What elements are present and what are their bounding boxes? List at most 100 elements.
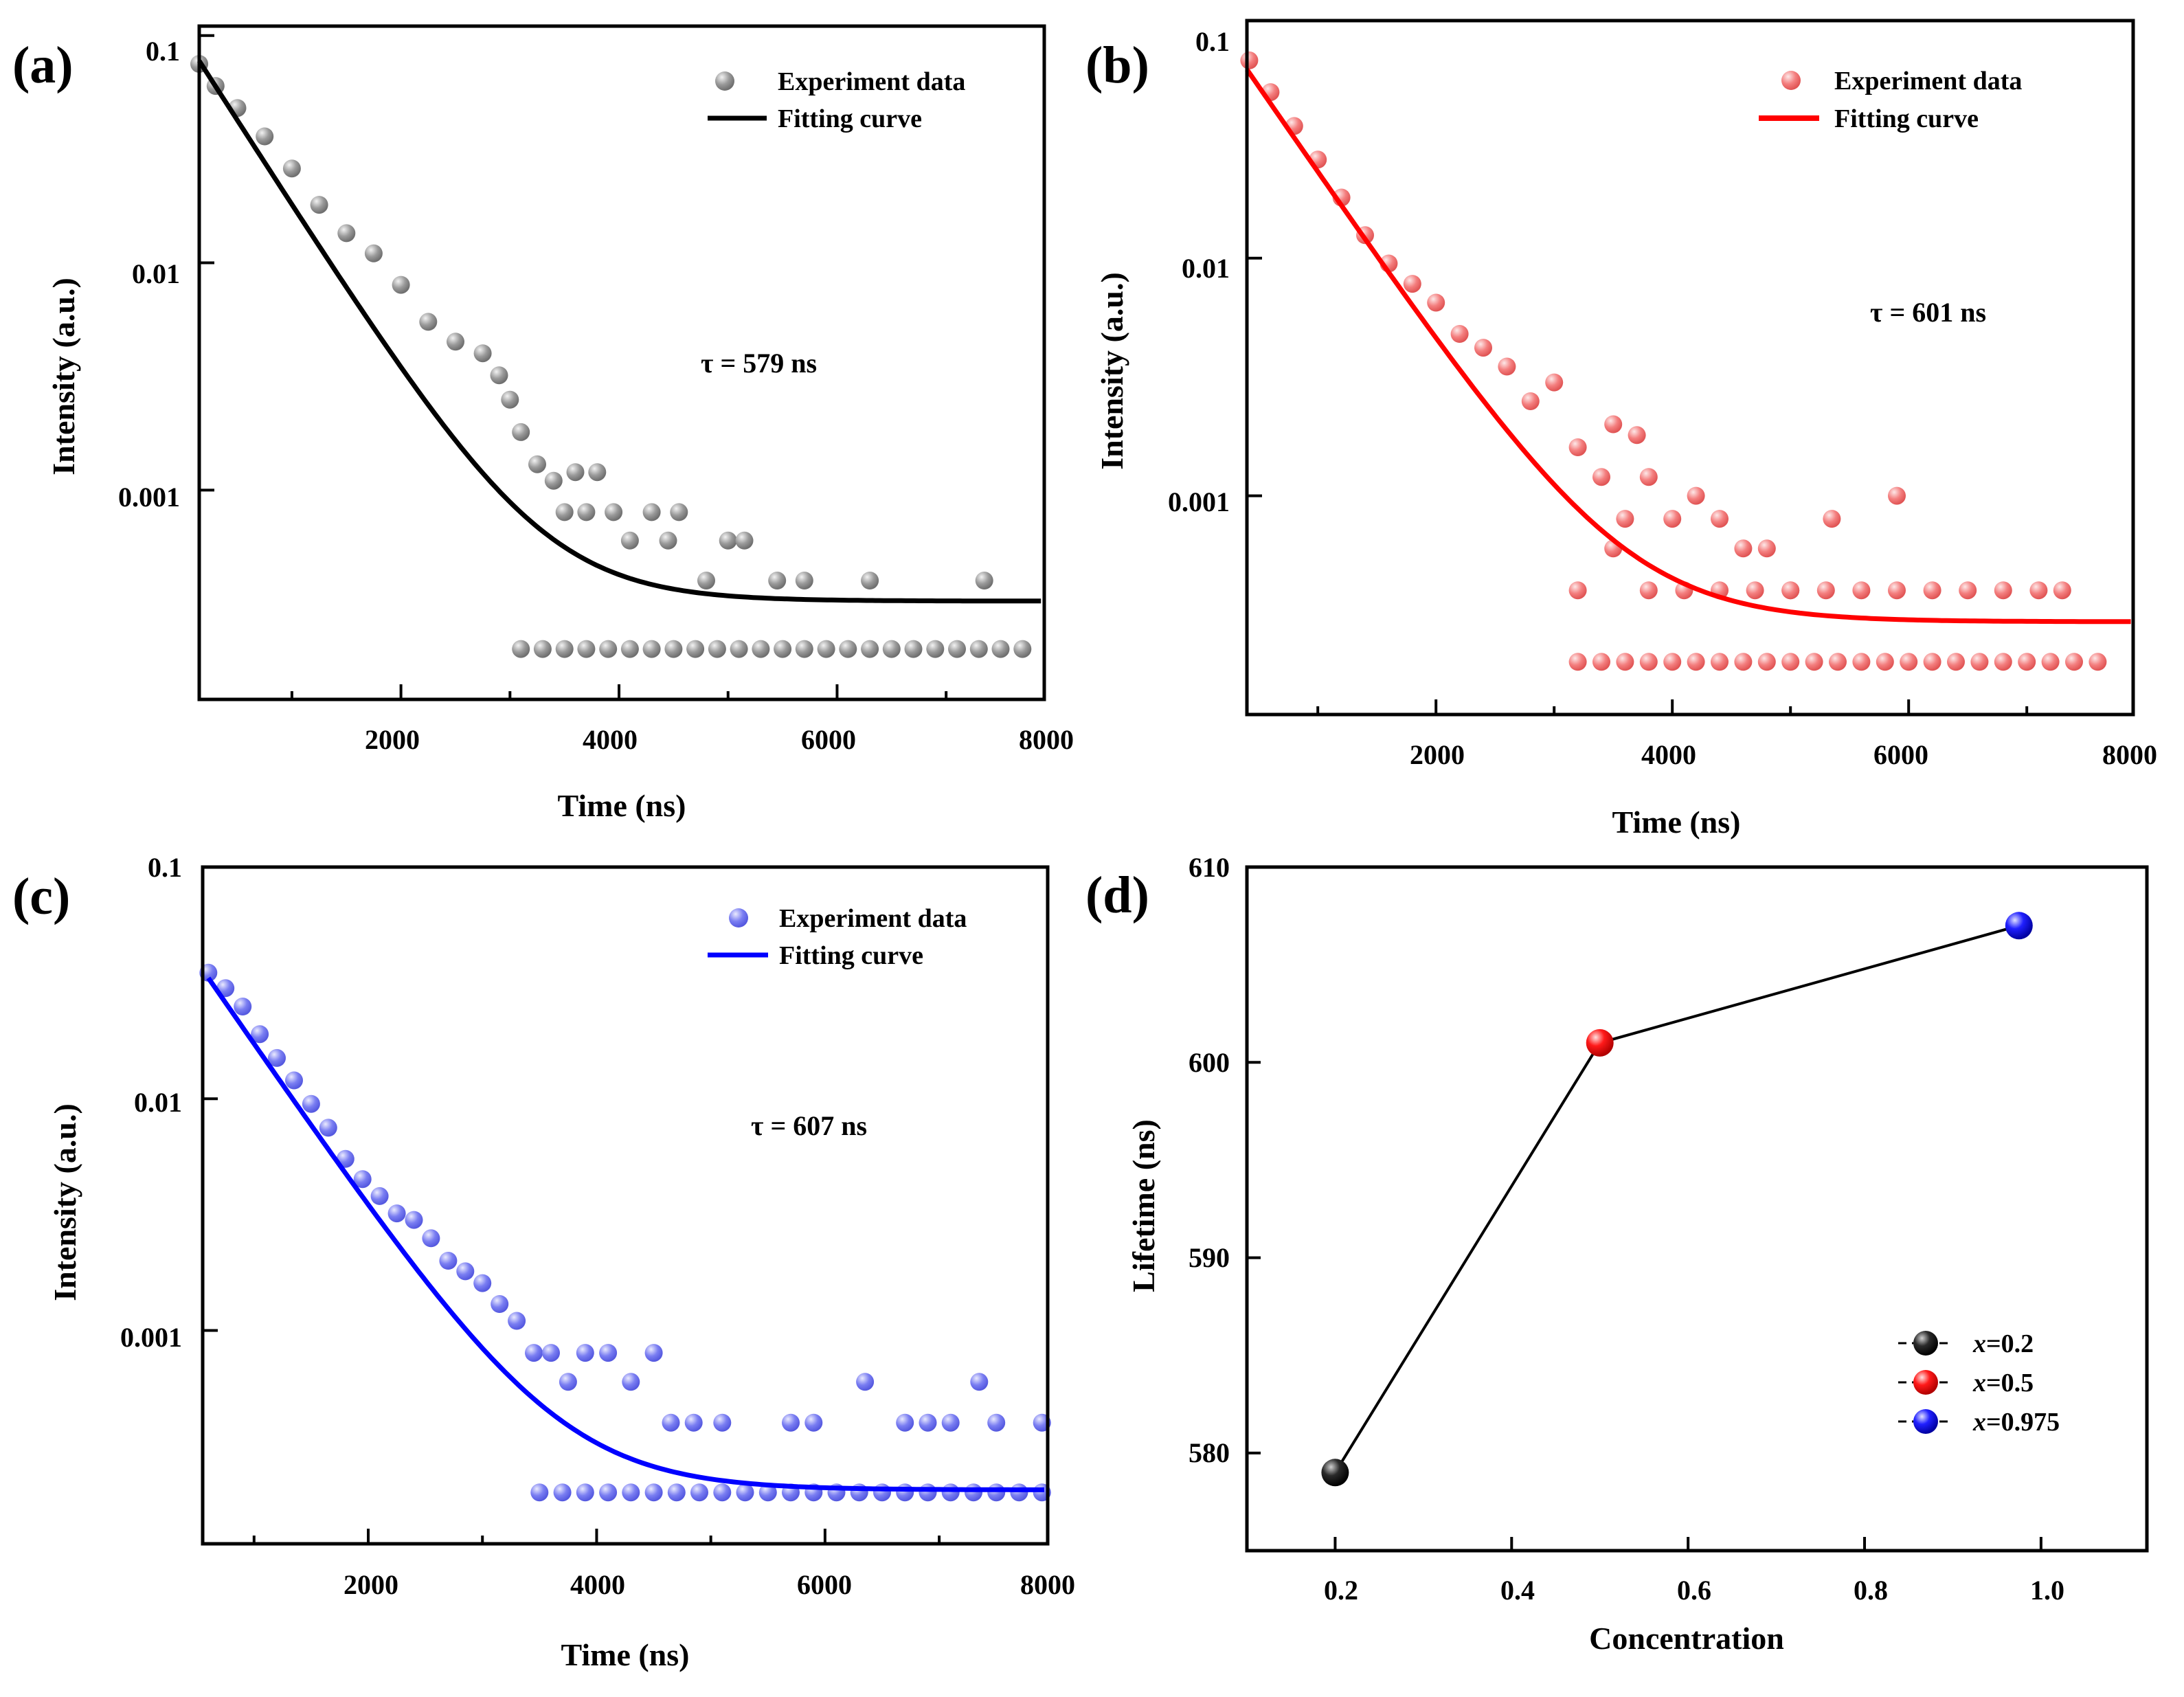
panel-a-data-point [501, 390, 519, 409]
panel-d-data-point-1 [1586, 1029, 1614, 1057]
panel-a-legend: Experiment data Fitting curve [708, 67, 965, 133]
panel-a-data-point [473, 344, 492, 363]
panel-a-data-point [882, 640, 901, 658]
panel-d-legend-val-0: =0.2 [1986, 1329, 2034, 1358]
panel-c-data-point [599, 1344, 618, 1362]
panel-c-data-point [919, 1413, 937, 1432]
panel-b-data-point [1450, 325, 1469, 343]
panel-a-data-point [839, 640, 857, 658]
panel-a-data-point [991, 640, 1010, 658]
panel-b-xtick-2: 6000 [1873, 739, 1928, 770]
panel-a-data-point [735, 531, 754, 550]
panel-a-data-point [664, 640, 683, 658]
panel-d-legend-marker-0 [1913, 1331, 1938, 1356]
panel-b-data-point [1639, 653, 1658, 671]
panel-c-data-point [370, 1187, 389, 1205]
panel-a-label: (a) [12, 36, 74, 94]
panel-d-legend-var-1: x [1972, 1369, 1986, 1397]
panel-b-data-point [2053, 581, 2071, 600]
panel-b-legend-marker-scatter [1781, 71, 1801, 90]
panel-a-data-point [659, 531, 677, 550]
panel-d-xlabel: Concentration [1589, 1621, 1784, 1656]
panel-c-data-point [473, 1274, 492, 1292]
panel-b-data-point [1900, 653, 1918, 671]
panel-c-data-point [736, 1483, 754, 1502]
panel-c-data-point [713, 1413, 732, 1432]
panel-c-data-point [576, 1483, 594, 1502]
panel-d-x-ticks: 0.2 0.4 0.6 0.8 1.0 [1324, 1575, 2064, 1606]
panel-d-y-ticks: 610 600 590 580 [1189, 852, 1230, 1468]
panel-a-data-point [620, 640, 639, 658]
panel-a-data-point [620, 531, 639, 550]
panel-a-xtick-3: 8000 [1019, 724, 1074, 755]
panel-b-data-point [1994, 581, 2012, 600]
panel-b-data-point [1781, 653, 1800, 671]
panel-b-ylabel: Intensity (a.u.) [1094, 272, 1129, 470]
panel-c-data-point [965, 1483, 982, 1502]
panel-b-data-point [1734, 539, 1753, 558]
panel-a-data-point [817, 640, 835, 658]
panel-b-data-point [2029, 581, 2048, 600]
panel-a-data-point [364, 244, 383, 262]
panel-a-data-point [697, 572, 715, 589]
panel-b-data-point [1616, 510, 1634, 528]
panel-c-data-point [234, 998, 252, 1015]
panel-b-data-point [1687, 653, 1705, 671]
panel-a-data-point [544, 471, 563, 490]
panel-c-data-point [542, 1344, 560, 1362]
panel-b-data-point [1687, 486, 1705, 505]
panel-b-data-point [1757, 653, 1776, 671]
panel-b-data-point [1628, 426, 1646, 445]
panel-a-data-point [599, 640, 618, 658]
panel-d-xtick-0: 0.2 [1324, 1575, 1358, 1606]
panel-b-marks [1240, 19, 2131, 715]
panel-a-data-point [282, 159, 301, 178]
panel-b-data-point [1734, 653, 1753, 671]
panel-d-legend-label-0: x=0.2 [1972, 1329, 2034, 1358]
panel-a-data-point [555, 640, 574, 658]
panel-a-xlabel: Time (ns) [558, 788, 686, 823]
panel-c-data-point [644, 1344, 663, 1362]
panel-b-data-point [1781, 581, 1800, 600]
panel-a-data-point [533, 640, 552, 658]
panel-b-data-point [1923, 581, 1941, 600]
panel-a-frame [197, 24, 1046, 701]
panel-d-legend-var-0: x [1972, 1329, 1986, 1358]
panel-a-data-point [555, 503, 574, 521]
panel-b-data-point [1852, 653, 1871, 671]
panel-c-scatter-series [199, 963, 1051, 1502]
panel-b-data-point [1240, 51, 1259, 69]
panel-b-scatter-series [1240, 51, 2107, 671]
panel-c-data-point [353, 1170, 372, 1189]
panel-c-data-point [970, 1373, 989, 1391]
panel-b-legend: Experiment data Fitting curve [1759, 67, 2022, 133]
panel-c-xtick-0: 2000 [344, 1569, 398, 1600]
panel-b-data-point [1639, 581, 1658, 600]
panel-c-label: (c) [12, 868, 70, 925]
panel-b-data-point [1888, 486, 1906, 505]
panel-b-data-point [1994, 653, 2012, 671]
panel-b-data-point [1711, 510, 1729, 528]
panel-b-legend-fit-label: Fitting curve [1834, 104, 1979, 133]
panel-b-data-point [1970, 653, 1989, 671]
panel-d-xtick-4: 1.0 [2030, 1575, 2064, 1606]
panel-c-data-point [987, 1483, 1006, 1502]
panel-d-label: (d) [1085, 866, 1149, 924]
panel-c-data-point [987, 1413, 1006, 1432]
panel-d-ytick-610: 610 [1189, 852, 1230, 883]
panel-c-data-point [491, 1295, 509, 1313]
panel-a-y-ticks: 0.1 0.01 0.001 [118, 36, 180, 513]
panel-c-data-point [919, 1483, 937, 1502]
panel-d-legend: x=0.2 x=0.5 x=0.975 [1898, 1329, 2060, 1437]
panel-c-marks [199, 866, 1051, 1544]
panel-b-data-point [2089, 653, 2107, 671]
panel-b-data-point [1568, 438, 1587, 456]
panel-a-data-point [447, 333, 464, 351]
panel-b-data-point [1746, 581, 1764, 600]
panel-c-data-point [622, 1483, 640, 1502]
panel-a-data-point [566, 463, 585, 482]
panel-d-legend-val-2: =0.975 [1986, 1408, 2060, 1437]
panel-b-y-ticks: 0.1 0.01 0.001 [1168, 26, 1230, 517]
panel-d-data-point-0 [1321, 1459, 1349, 1487]
panel-b-chart: (b) 0.1 0.01 0.001 2000 4000 6000 8000 T… [1085, 19, 2157, 840]
